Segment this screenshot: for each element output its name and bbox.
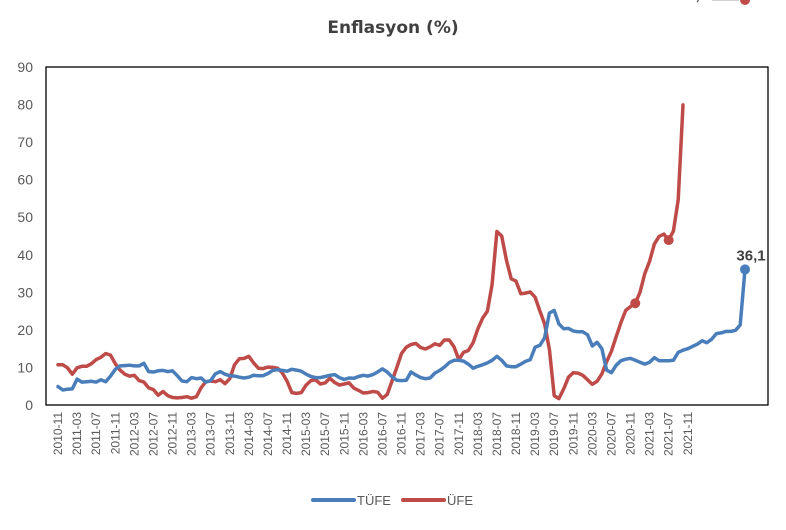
ufe-data-label: 79,9: [679, 0, 708, 4]
x-tick-label: 2019-07: [547, 412, 561, 456]
series-line-ufe: [56, 103, 685, 401]
tufe-last-point: [740, 264, 750, 275]
x-tick-label: 2018-11: [509, 412, 523, 455]
x-tick-label: 2016-07: [375, 412, 389, 456]
y-tick-label: 80: [17, 97, 33, 113]
x-tick-label: 2014-03: [242, 412, 256, 456]
x-tick-label: 2011-03: [70, 412, 84, 455]
y-tick-label: 30: [17, 284, 33, 300]
y-tick-label: 40: [17, 247, 33, 263]
legend-label-ufe: ÜFE: [447, 493, 473, 508]
x-tick-label: 2017-11: [452, 412, 466, 455]
y-tick-label: 20: [17, 322, 33, 338]
y-tick-label: 60: [17, 172, 33, 188]
plot-area-border: [45, 66, 769, 406]
x-tick-label: 2013-07: [204, 412, 218, 456]
ufe-last-point: [740, 0, 750, 5]
x-tick-label: 2012-03: [127, 412, 141, 456]
x-tick-label: 2021-11: [681, 412, 695, 455]
x-tick-label: 2018-07: [490, 412, 504, 456]
x-tick-label: 2013-11: [223, 412, 237, 455]
series-layer: [56, 0, 750, 401]
x-axis-ticks: 2010-11 2011-03 2011-07 2011-11 2012-03 2012-…: [51, 412, 695, 456]
x-tick-label: 2021-03: [643, 412, 657, 456]
x-tick-label: 2016-11: [395, 412, 409, 455]
x-tick-label: 2019-03: [528, 412, 542, 456]
x-tick-label: 2011-07: [89, 412, 103, 455]
series-line-tufe: [56, 267, 747, 392]
x-tick-label: 2020-07: [604, 412, 618, 456]
ufe-marker: [663, 235, 674, 246]
y-tick-label: 70: [17, 134, 33, 150]
data-label-layer: 79,9 36,1: [679, 0, 766, 264]
y-axis-ticks: 0 10 20 30 40 50 60 70 80 90: [17, 59, 33, 413]
y-tick-label: 90: [17, 59, 33, 75]
x-tick-label: 2020-11: [624, 412, 638, 455]
x-tick-label: 2017-03: [414, 412, 428, 456]
x-tick-label: 2015-11: [337, 412, 351, 455]
x-tick-label: 2015-07: [318, 412, 332, 456]
x-tick-label: 2012-07: [146, 412, 160, 456]
x-tick-label: 2021-07: [662, 412, 676, 456]
x-tick-label: 2017-07: [433, 412, 447, 456]
x-tick-label: 2014-11: [280, 412, 294, 455]
tufe-data-label: 36,1: [736, 247, 765, 264]
x-tick-label: 2012-11: [166, 412, 180, 455]
y-tick-label: 50: [17, 209, 33, 225]
x-tick-label: 2011-11: [108, 412, 122, 455]
x-tick-label: 2013-03: [185, 412, 199, 456]
x-tick-label: 2018-03: [471, 412, 485, 456]
x-tick-label: 2010-11: [51, 412, 65, 455]
chart-title: Enflasyon (%): [327, 18, 459, 38]
legend-label-tufe: TÜFE: [357, 493, 391, 508]
x-tick-label: 2020-03: [585, 412, 599, 456]
legend: TÜFE ÜFE: [311, 493, 473, 508]
x-tick-label: 2014-07: [261, 412, 275, 456]
y-tick-label: 0: [25, 397, 33, 413]
ufe-marker: [630, 298, 641, 309]
x-tick-label: 2019-11: [566, 412, 580, 455]
x-tick-label: 2016-03: [356, 412, 370, 456]
x-tick-label: 2015-03: [299, 412, 313, 456]
y-tick-label: 10: [17, 359, 33, 375]
